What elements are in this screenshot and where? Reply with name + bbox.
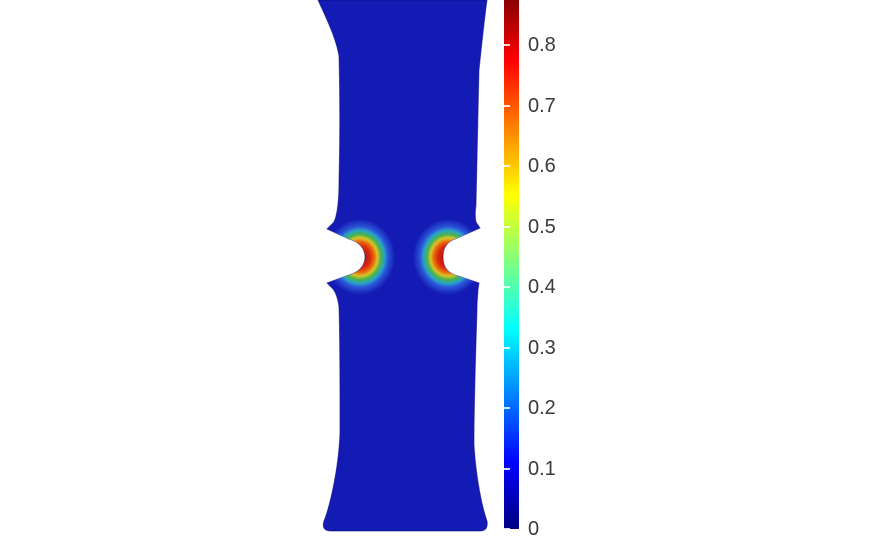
colorbar-tick-label: 0.4: [528, 276, 556, 298]
colorbar-tick: [504, 528, 510, 530]
colorbar-tick-label: 0.3: [528, 336, 556, 359]
colorbar-tick: [504, 346, 510, 349]
colorbar-tick: [504, 407, 510, 409]
colorbar-tick: [504, 225, 510, 228]
colorbar-tick-label: 0.2: [528, 397, 556, 419]
hotspot-left-notch: [325, 219, 395, 295]
colorbar-tick: [504, 286, 510, 288]
specimen-shape: [317, 0, 488, 532]
colorbar-tick: [504, 44, 510, 46]
colorbar-tick: [504, 467, 510, 470]
colorbar-gradient: [504, 0, 519, 529]
colorbar-tick-label: 0.5: [528, 215, 556, 238]
colorbar-tick: [504, 104, 510, 107]
colorbar-tick: [504, 165, 510, 167]
colorbar-tick-label: 0.6: [528, 155, 556, 177]
colorbar-tick-label: 0.1: [528, 457, 556, 480]
colorbar: 0.8 0.7 0.6 0.5 0.4 0.3 0.2 0.1 0: [504, 0, 574, 546]
colorbar-tick-label: 0: [528, 518, 540, 540]
colorbar-tick-label: 0.8: [528, 34, 556, 56]
hotspot-right-notch: [413, 219, 483, 295]
colorbar-tick-label: 0.7: [528, 94, 556, 117]
